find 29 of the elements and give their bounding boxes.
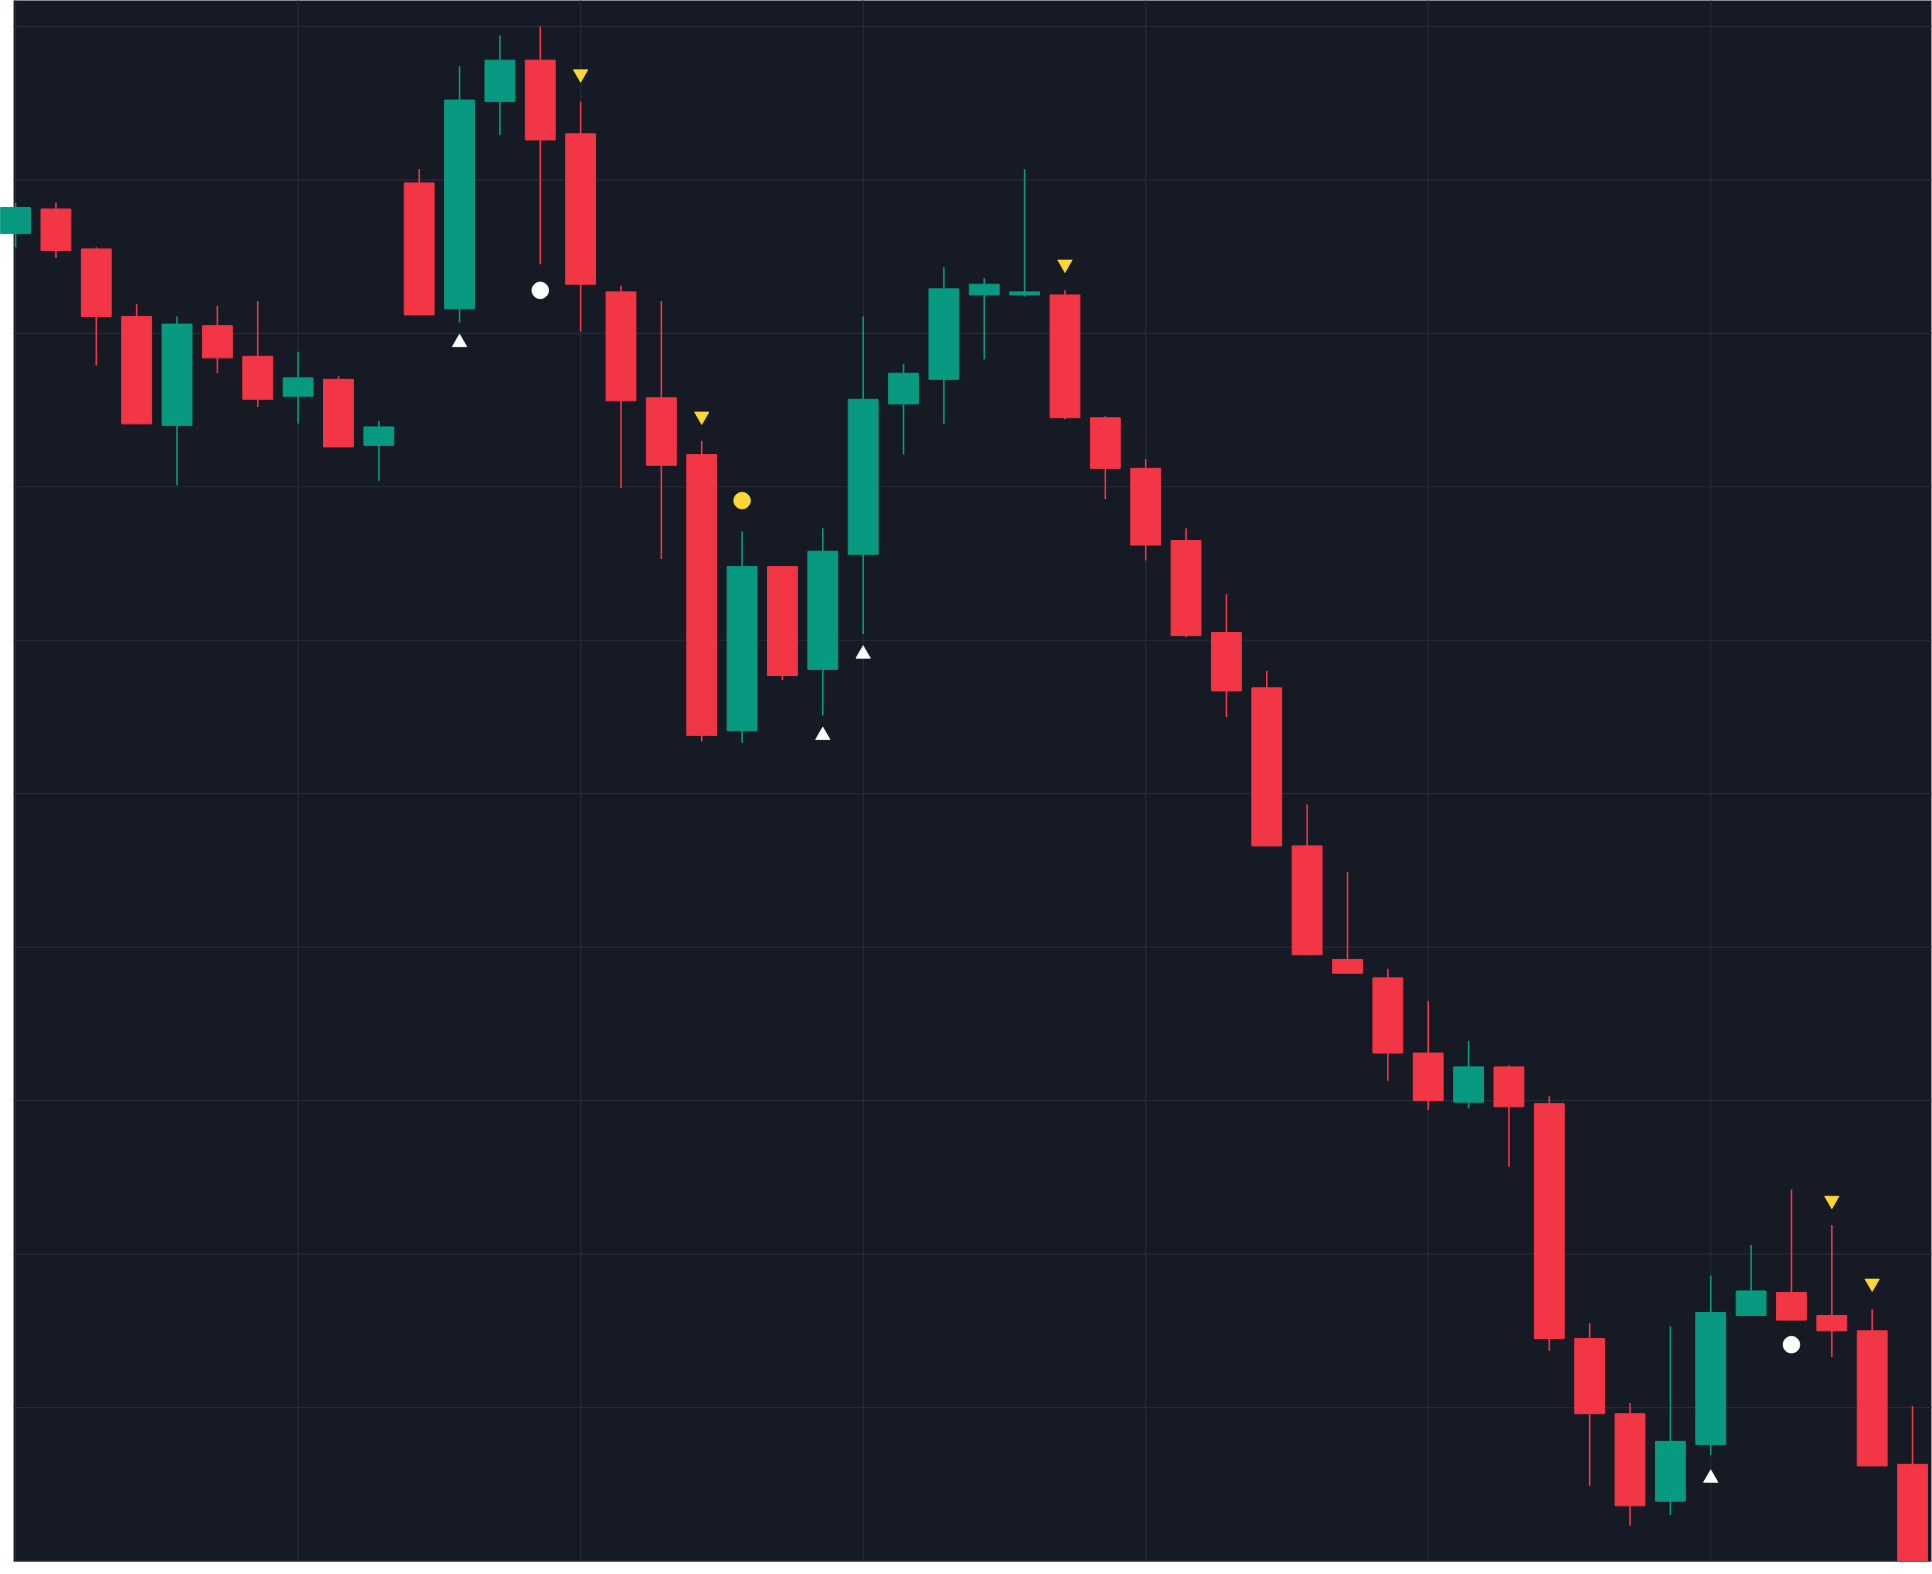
point (573, 69, 589, 83)
candlestick (1412, 999, 1444, 1111)
candlestick (0, 201, 32, 248)
candlestick (484, 34, 516, 136)
candlestick (968, 276, 1000, 360)
candlestick (1009, 168, 1041, 297)
point (1864, 1278, 1880, 1292)
candlestick (888, 362, 919, 456)
point (1057, 259, 1073, 273)
point (1703, 1469, 1719, 1483)
point (815, 726, 831, 740)
point (1782, 1335, 1801, 1354)
point (451, 333, 468, 347)
candlestick (1776, 1188, 1807, 1321)
candlestick (1453, 1039, 1485, 1109)
candlestick (1735, 1243, 1767, 1316)
candlestick (201, 304, 233, 374)
candlestick (242, 299, 274, 408)
point (855, 645, 871, 659)
point (694, 411, 710, 425)
point (733, 491, 751, 509)
candlestick (1816, 1223, 1848, 1358)
candlestick (363, 419, 395, 482)
point (531, 281, 549, 299)
candlestick (1493, 1064, 1525, 1168)
candlestick (40, 201, 72, 259)
candlestick (1332, 870, 1363, 974)
point (1824, 1195, 1840, 1209)
candlestick (282, 350, 314, 425)
